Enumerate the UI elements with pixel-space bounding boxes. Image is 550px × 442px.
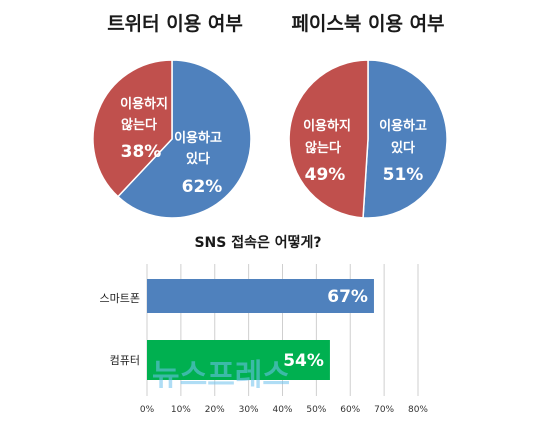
bar-value-smartphone: 67%: [327, 287, 368, 307]
facebook-slice-no-label-line2: 않는다: [305, 140, 341, 156]
x-tick-label: 40%: [272, 405, 292, 415]
twitter-slice-yes-label-line1: 이용하고: [174, 130, 222, 146]
twitter-pie-title: 트위터 이용 여부: [107, 13, 243, 35]
facebook-slice-yes: [362, 59, 448, 219]
x-tick-label: 80%: [408, 405, 428, 415]
category-label-computer: 컴퓨터: [110, 354, 140, 367]
x-tick-label: 50%: [306, 405, 326, 415]
twitter-slice-no-label-line2: 않는다: [121, 117, 157, 133]
bar-chart-title: SNS 접속은 어떻게?: [194, 234, 321, 251]
facebook-slice-no-label-line1: 이용하지: [303, 118, 351, 134]
twitter-slice-no: [92, 59, 173, 198]
bar-value-computer: 54%: [283, 351, 324, 371]
facebook-slice-yes-value: 51%: [383, 165, 424, 185]
x-tick-label: 60%: [340, 405, 360, 415]
twitter-slice-no-label-line1: 이용하지: [120, 96, 168, 112]
x-tick-label: 10%: [171, 405, 191, 415]
bar-computer: [147, 340, 330, 380]
facebook-slice-no-value: 49%: [305, 165, 346, 185]
x-tick-label: 70%: [374, 405, 394, 415]
facebook-slice-yes-label-line1: 이용하고: [379, 118, 427, 134]
facebook-pie-title: 페이스북 이용 여부: [291, 13, 444, 35]
twitter-slice-yes-value: 62%: [182, 177, 223, 197]
watermark-text: 뉴스프레스: [152, 358, 290, 393]
x-tick-label: 20%: [205, 405, 225, 415]
x-tick-label: 30%: [239, 405, 259, 415]
x-tick-label: 0%: [140, 405, 155, 415]
twitter-slice-yes: [116, 59, 252, 219]
facebook-slice-no: [288, 59, 369, 219]
facebook-slice-yes-label-line2: 있다: [391, 140, 415, 156]
facebook-pie-chart: 페이스북 이용 여부 이용하고 있다 51% 이용하지 않는다 49%: [288, 13, 448, 219]
twitter-pie-chart: 트위터 이용 여부 이용하고 있다 62% 이용하지 않는다 38%: [92, 13, 252, 219]
category-label-smartphone: 스마트폰: [100, 292, 140, 305]
bar-smartphone: [147, 279, 374, 313]
twitter-slice-no-value: 38%: [121, 142, 162, 162]
twitter-slice-yes-label-line2: 있다: [186, 151, 210, 167]
sns-access-bar-chart: SNS 접속은 어떻게? 67% 54% 스마트폰 컴퓨터 0% 10% 20% 30%…: [100, 234, 429, 415]
